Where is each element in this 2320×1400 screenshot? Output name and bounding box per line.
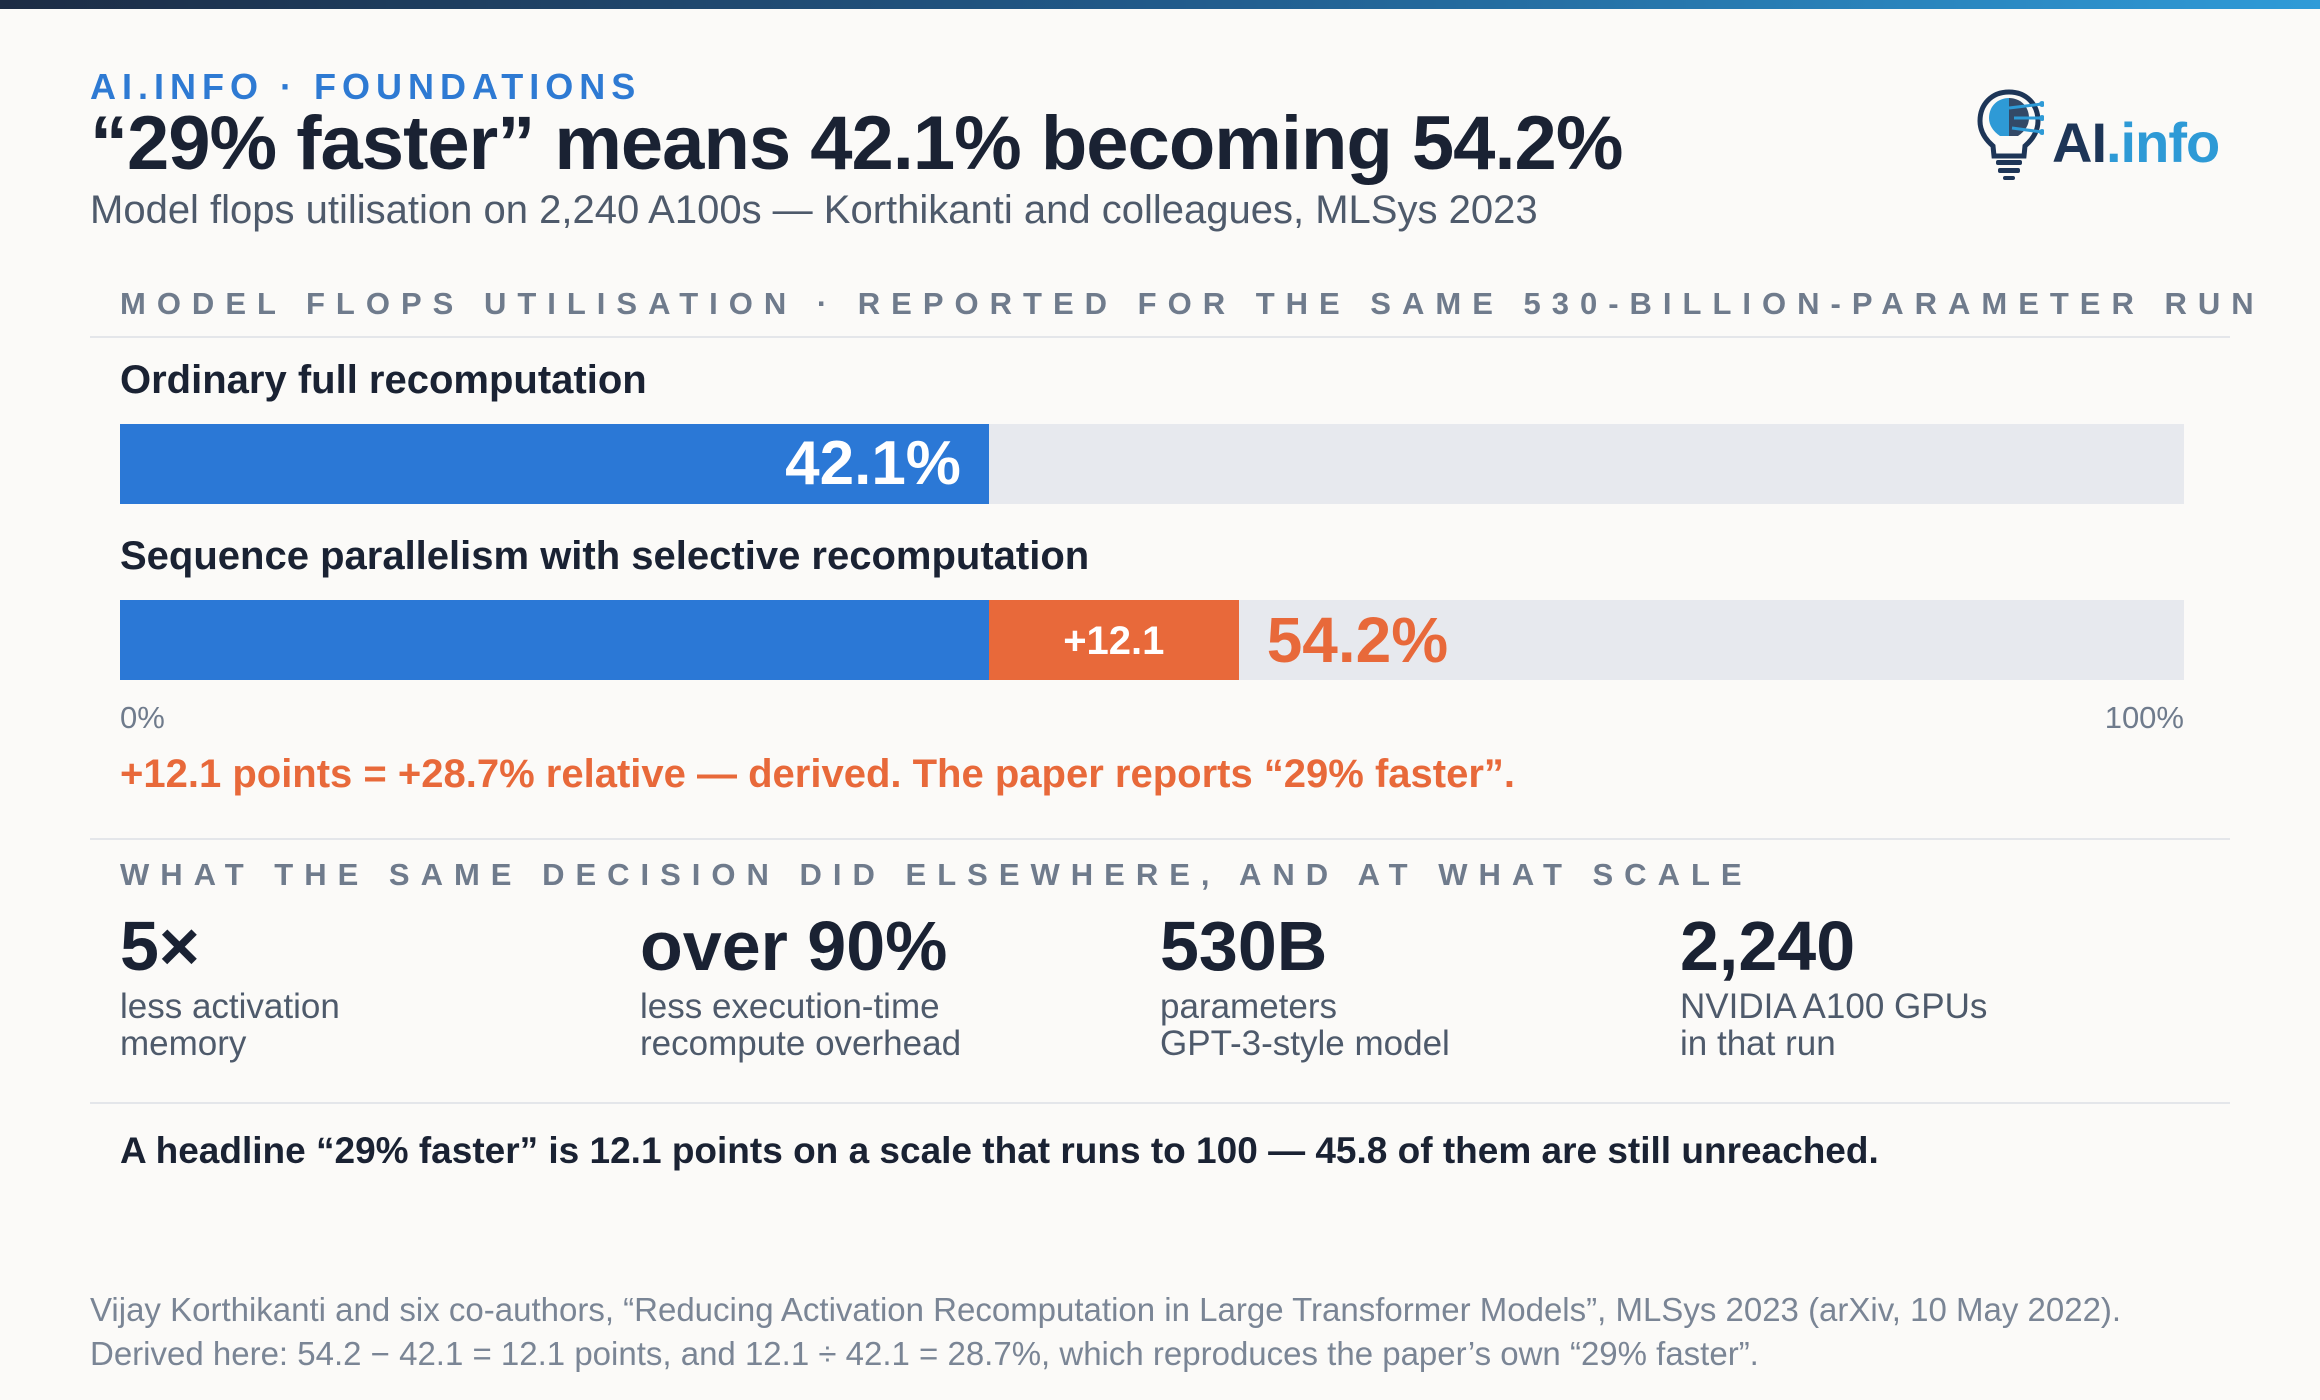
bar-track-full-recomputation: 42.1%: [120, 424, 2184, 504]
summary-statement: A headline “29% faster” is 12.1 points o…: [120, 1130, 1879, 1171]
page-title: “29% faster” means 42.1% becoming 54.2%: [90, 101, 1623, 186]
ai-info-logo: AI.info: [1974, 86, 2234, 182]
stat-value: 2,240: [1680, 907, 1856, 985]
stat-desc-line: GPT-3-style model: [1160, 1024, 1450, 1063]
stat-value: 530B: [1160, 907, 1328, 985]
bar-baseline-selective-recomputation: [120, 600, 989, 680]
stat-desc-line: parameters: [1160, 987, 1338, 1026]
stats-section-label: WHAT THE SAME DECISION DID ELSEWHERE, AN…: [120, 857, 1753, 892]
stat-desc-line: recompute overhead: [640, 1024, 962, 1063]
bar-gain-selective-recomputation: [988, 600, 1239, 680]
divider: [90, 336, 2230, 338]
stat-desc-line: less execution-time: [640, 987, 940, 1026]
brain-bulb-icon: [1977, 89, 2044, 180]
chart-title: MODEL FLOPS UTILISATION · REPORTED FOR T…: [120, 286, 2265, 321]
bar-track-selective-recomputation: +12.1 54.2%: [120, 600, 2184, 680]
stat-recompute-overhead: over 90% less execution-time recompute o…: [640, 906, 1140, 1062]
divider: [90, 838, 2230, 840]
stat-desc-line: NVIDIA A100 GPUs: [1680, 987, 1988, 1026]
stat-activation-memory: 5× less activation memory: [120, 906, 620, 1062]
bar-label-full-recomputation: Ordinary full recomputation: [120, 358, 647, 402]
stat-parameters: 530B parameters GPT-3-style model: [1160, 906, 1660, 1062]
x-tick-0: 0%: [120, 700, 165, 735]
stat-value: over 90%: [640, 907, 948, 985]
bar-label-selective-recomputation: Sequence parallelism with selective reco…: [120, 534, 1090, 578]
page-subtitle: Model flops utilisation on 2,240 A100s —…: [90, 188, 1538, 232]
delta-label: +12.1: [1063, 619, 1165, 663]
logo-wordmark: AI.info: [2052, 111, 2220, 174]
divider: [90, 1102, 2230, 1104]
stat-desc-line: less activation: [120, 987, 340, 1026]
bar-baseline-full-recomputation: [120, 424, 989, 504]
source-line: Derived here: 54.2 − 42.1 = 12.1 points,…: [90, 1335, 1759, 1372]
derived-callout: +12.1 points = +28.7% relative — derived…: [120, 752, 1516, 796]
kicker: AI.INFO · FOUNDATIONS: [90, 66, 642, 107]
stat-desc-line: in that run: [1680, 1024, 1836, 1063]
x-tick-100: 100%: [2104, 700, 2184, 735]
source-note: Vijay Korthikanti and six co-authors, “R…: [90, 1288, 2121, 1376]
value-label-selective-recomputation: 54.2%: [1266, 604, 1449, 676]
stat-gpus: 2,240 NVIDIA A100 GPUs in that run: [1680, 906, 2180, 1062]
source-line: Vijay Korthikanti and six co-authors, “R…: [90, 1291, 2122, 1328]
top-accent-bar: [0, 0, 2320, 9]
stat-value: 5×: [120, 907, 200, 985]
stat-desc-line: memory: [120, 1024, 247, 1063]
value-label-full-recomputation: 42.1%: [785, 429, 961, 498]
